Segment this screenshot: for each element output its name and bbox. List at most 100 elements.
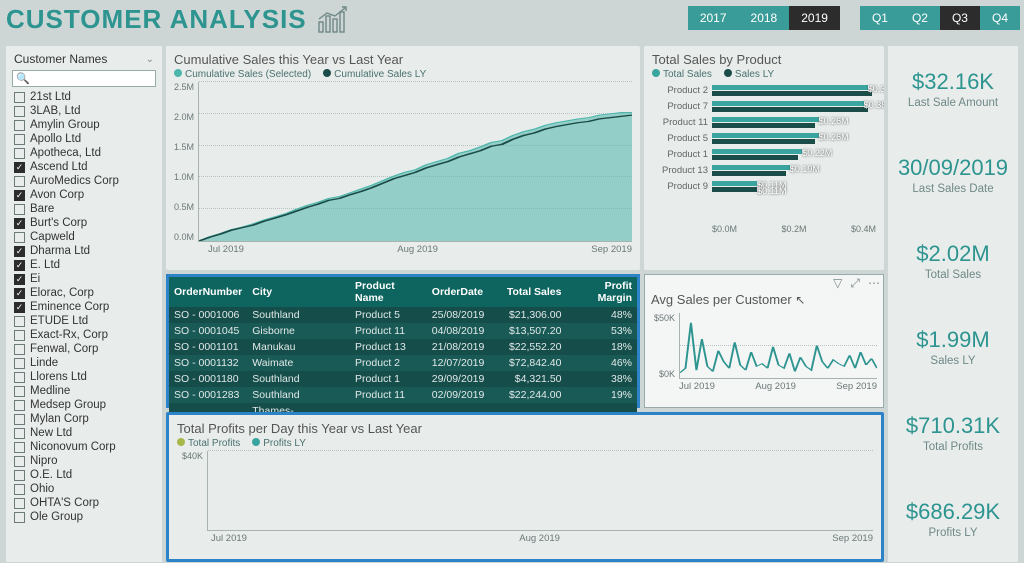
- checkbox-icon[interactable]: [14, 470, 25, 481]
- checkbox-icon[interactable]: ✓: [14, 302, 25, 313]
- more-icon[interactable]: ⋯: [868, 276, 880, 291]
- period-button[interactable]: 2019: [789, 6, 840, 30]
- profits-chart[interactable]: Total Profits per Day this Year vs Last …: [166, 412, 884, 562]
- customer-item[interactable]: Bare: [10, 202, 158, 216]
- product-bar-chart[interactable]: Total Sales by Product Total SalesSales …: [644, 46, 884, 270]
- table-row[interactable]: SO - 0001180SouthlandProduct 129/09/2019…: [169, 371, 637, 387]
- search-input[interactable]: 🔍: [12, 70, 156, 87]
- period-button[interactable]: 2018: [739, 6, 790, 30]
- slicer-header[interactable]: Customer Names ⌄: [10, 50, 158, 70]
- checkbox-icon[interactable]: ✓: [14, 190, 25, 201]
- checkbox-icon[interactable]: [14, 358, 25, 369]
- period-button[interactable]: Q2: [900, 6, 940, 30]
- checkbox-icon[interactable]: ✓: [14, 260, 25, 271]
- customer-item[interactable]: ✓ Dharma Ltd: [10, 244, 158, 258]
- checkbox-icon[interactable]: [14, 386, 25, 397]
- customer-item[interactable]: Ole Group: [10, 510, 158, 524]
- checkbox-icon[interactable]: [14, 414, 25, 425]
- customer-item[interactable]: ✓ Ei: [10, 272, 158, 286]
- checkbox-icon[interactable]: [14, 372, 25, 383]
- avg-sales-chart[interactable]: ▽ ⤢ ⋯ Avg Sales per Customer ↖ $50K $0K …: [644, 274, 884, 408]
- orders-table[interactable]: OrderNumberCityProduct NameOrderDateTota…: [166, 274, 640, 408]
- customer-label: Medsep Group: [30, 399, 106, 411]
- checkbox-icon[interactable]: [14, 148, 25, 159]
- table-row[interactable]: SO - 0001132WaimateProduct 212/07/2019$7…: [169, 355, 637, 371]
- page-title: CUSTOMER ANALYSIS: [6, 4, 351, 35]
- checkbox-icon[interactable]: [14, 316, 25, 327]
- focus-icon[interactable]: ⤢: [850, 276, 860, 291]
- customer-item[interactable]: Apollo Ltd: [10, 132, 158, 146]
- checkbox-icon[interactable]: [14, 176, 25, 187]
- checkbox-icon[interactable]: [14, 106, 25, 117]
- customer-item[interactable]: Exact-Rx, Corp: [10, 328, 158, 342]
- checkbox-icon[interactable]: [14, 428, 25, 439]
- customer-item[interactable]: OHTA'S Corp: [10, 496, 158, 510]
- customer-item[interactable]: New Ltd: [10, 426, 158, 440]
- checkbox-icon[interactable]: [14, 92, 25, 103]
- column-header[interactable]: OrderDate: [427, 277, 490, 307]
- checkbox-icon[interactable]: [14, 498, 25, 509]
- customer-item[interactable]: Apotheca, Ltd: [10, 146, 158, 160]
- checkbox-icon[interactable]: [14, 484, 25, 495]
- checkbox-icon[interactable]: ✓: [14, 274, 25, 285]
- checkbox-icon[interactable]: [14, 330, 25, 341]
- checkbox-icon[interactable]: ✓: [14, 218, 25, 229]
- customer-item[interactable]: ✓ Burt's Corp: [10, 216, 158, 230]
- customer-item[interactable]: Amylin Group: [10, 118, 158, 132]
- product-bar: Product 1 $0.22M: [652, 146, 876, 162]
- customer-item[interactable]: Linde: [10, 356, 158, 370]
- customer-label: 21st Ltd: [30, 91, 71, 103]
- checkbox-icon[interactable]: [14, 344, 25, 355]
- customer-item[interactable]: O.E. Ltd: [10, 468, 158, 482]
- kpi-value: 30/09/2019: [898, 155, 1008, 181]
- cumulative-chart[interactable]: Cumulative Sales this Year vs Last Year …: [166, 46, 640, 270]
- checkbox-icon[interactable]: [14, 134, 25, 145]
- customer-item[interactable]: ETUDE Ltd: [10, 314, 158, 328]
- checkbox-icon[interactable]: [14, 512, 25, 523]
- customer-item[interactable]: Fenwal, Corp: [10, 342, 158, 356]
- column-header[interactable]: City: [247, 277, 350, 307]
- table-row[interactable]: SO - 0001045GisborneProduct 1104/08/2019…: [169, 323, 637, 339]
- customer-item[interactable]: Medsep Group: [10, 398, 158, 412]
- column-header[interactable]: Profit Margin: [567, 277, 638, 307]
- period-button[interactable]: 2017: [688, 6, 739, 30]
- checkbox-icon[interactable]: ✓: [14, 246, 25, 257]
- table-row[interactable]: SO - 0001283SouthlandProduct 1102/09/201…: [169, 387, 637, 403]
- period-buttons: 201720182019 Q1Q2Q3Q4: [670, 6, 1020, 30]
- filter-icon[interactable]: ▽: [833, 276, 842, 291]
- customer-item[interactable]: Ohio: [10, 482, 158, 496]
- customer-item[interactable]: Medline: [10, 384, 158, 398]
- customer-item[interactable]: Llorens Ltd: [10, 370, 158, 384]
- customer-item[interactable]: ✓ Eminence Corp: [10, 300, 158, 314]
- customer-item[interactable]: Nipro: [10, 454, 158, 468]
- period-button[interactable]: Q3: [940, 6, 980, 30]
- search-field[interactable]: [34, 73, 152, 85]
- kpi-card: $32.16K Last Sale Amount: [888, 46, 1018, 132]
- period-button[interactable]: Q4: [980, 6, 1020, 30]
- checkbox-icon[interactable]: ✓: [14, 288, 25, 299]
- checkbox-icon[interactable]: ✓: [14, 162, 25, 173]
- customer-item[interactable]: ✓ E. Ltd: [10, 258, 158, 272]
- customer-item[interactable]: Mylan Corp: [10, 412, 158, 426]
- table-row[interactable]: SO - 0001101ManukauProduct 1321/08/2019$…: [169, 339, 637, 355]
- customer-item[interactable]: ✓ Elorac, Corp: [10, 286, 158, 300]
- column-header[interactable]: Total Sales: [489, 277, 566, 307]
- checkbox-icon[interactable]: [14, 400, 25, 411]
- customer-item[interactable]: Niconovum Corp: [10, 440, 158, 454]
- customer-item[interactable]: Capweld: [10, 230, 158, 244]
- checkbox-icon[interactable]: [14, 232, 25, 243]
- customer-label: Medline: [30, 385, 70, 397]
- table-row[interactable]: SO - 0001006SouthlandProduct 525/08/2019…: [169, 307, 637, 323]
- customer-item[interactable]: AuroMedics Corp: [10, 174, 158, 188]
- customer-item[interactable]: ✓ Ascend Ltd: [10, 160, 158, 174]
- checkbox-icon[interactable]: [14, 120, 25, 131]
- column-header[interactable]: OrderNumber: [169, 277, 247, 307]
- column-header[interactable]: Product Name: [350, 277, 427, 307]
- customer-item[interactable]: 21st Ltd: [10, 90, 158, 104]
- period-button[interactable]: Q1: [860, 6, 900, 30]
- checkbox-icon[interactable]: [14, 456, 25, 467]
- checkbox-icon[interactable]: [14, 204, 25, 215]
- customer-item[interactable]: 3LAB, Ltd: [10, 104, 158, 118]
- customer-item[interactable]: ✓ Avon Corp: [10, 188, 158, 202]
- checkbox-icon[interactable]: [14, 442, 25, 453]
